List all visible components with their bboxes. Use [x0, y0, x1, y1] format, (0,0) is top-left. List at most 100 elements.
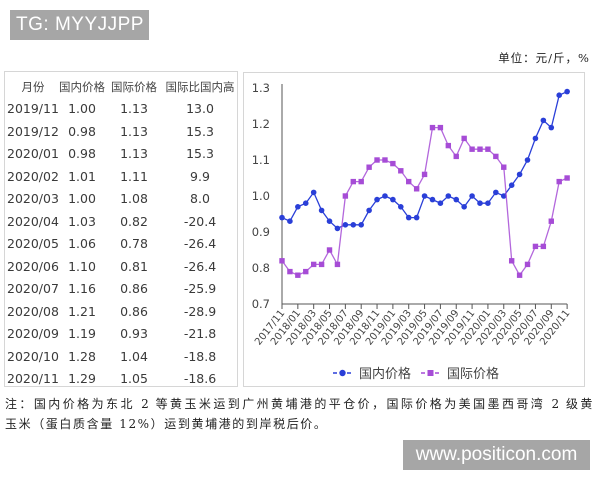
footnote-line-1: 注：国内价格为东北 2 等黄玉米运到广州黄埔港的平仓价，国际价格为美国墨西哥湾 …	[5, 397, 593, 411]
table-row: 2019/11 1.00 1.13 13.0	[5, 99, 237, 119]
cell-month: 2020/11	[7, 371, 59, 386]
data-point	[469, 193, 475, 199]
header-international-price: 国际价格	[111, 80, 157, 94]
data-point	[429, 196, 436, 203]
table-row: 2019/12 0.98 1.13 15.3	[5, 122, 237, 142]
data-point	[413, 214, 420, 221]
data-point	[350, 222, 357, 228]
cell-diff: 8.0	[190, 191, 210, 206]
cell-international-price: 1.11	[120, 168, 148, 184]
cell-month: 2020/02	[7, 168, 59, 184]
table-row: 2020/02 1.01 1.11 9.9	[5, 167, 237, 187]
data-point	[295, 204, 301, 210]
data-point	[310, 261, 317, 268]
cell-month: 2019/12	[7, 123, 59, 139]
watermark-top: TG: MYYJJPP	[10, 10, 149, 40]
data-point	[493, 189, 499, 196]
data-point	[318, 261, 325, 268]
y-tick-label: 1.1	[252, 153, 270, 167]
cell-domestic-price: 1.16	[68, 281, 96, 296]
cell-diff: -18.8	[183, 348, 217, 364]
cell-domestic-price: 1.28	[68, 348, 96, 364]
cell-international-price: 0.93	[120, 326, 148, 341]
data-point	[421, 193, 428, 199]
table-row: 2020/11 1.29 1.05 -18.6	[5, 369, 237, 389]
data-point	[437, 200, 444, 206]
data-point	[398, 168, 404, 174]
table-row: 2020/03 1.00 1.08 8.0	[5, 189, 237, 209]
cell-international-price: 0.78	[120, 236, 148, 251]
data-point	[382, 157, 388, 163]
cell-international-price: 1.13	[120, 123, 148, 139]
data-point	[374, 157, 380, 163]
data-point	[564, 88, 570, 95]
y-tick-label: 1.2	[252, 117, 270, 131]
cell-international-price: 0.86	[120, 303, 148, 319]
cell-diff: 13.0	[186, 101, 214, 116]
table-row: 2020/04 1.03 0.82 -20.4	[5, 212, 237, 232]
y-tick-label: 0.8	[252, 261, 270, 275]
cell-month: 2020/06	[7, 258, 59, 274]
cell-international-price: 1.13	[120, 146, 148, 161]
cell-month: 2020/03	[7, 191, 59, 206]
data-point	[445, 142, 452, 149]
cell-domestic-price: 1.21	[68, 303, 96, 319]
price-table: 月份 国内价格 国际价格 国际比国内高 2019/11 1.00 1.13 13.0 2…	[4, 71, 238, 387]
cell-diff: 9.9	[190, 168, 210, 184]
cell-diff: -21.8	[183, 326, 217, 341]
header-month: 月份	[21, 80, 45, 94]
data-point	[461, 135, 467, 142]
data-point	[516, 171, 523, 178]
data-point	[398, 204, 404, 210]
cell-diff: -28.9	[183, 303, 217, 319]
cell-month: 2020/08	[7, 303, 59, 319]
cell-international-price: 0.82	[120, 213, 148, 229]
table-row: 2020/01 0.98 1.13 15.3	[5, 144, 237, 164]
table-row: 2020/09 1.19 0.93 -21.8	[5, 324, 237, 344]
header-domestic-price: 国内价格	[59, 80, 105, 94]
series-line-domestic	[281, 91, 568, 230]
data-point	[342, 193, 349, 199]
table-row: 2020/08 1.21 0.86 -28.9	[5, 302, 237, 322]
data-point	[524, 157, 531, 163]
data-point	[302, 200, 309, 206]
y-tick-label: 1.0	[252, 189, 270, 203]
cell-domestic-price: 0.98	[68, 146, 96, 161]
data-point	[318, 207, 325, 214]
data-point	[532, 243, 539, 250]
data-point	[548, 124, 555, 131]
cell-diff: -18.6	[183, 371, 217, 386]
cell-month: 2020/05	[7, 236, 59, 251]
legend-label: 国际价格	[447, 366, 499, 382]
data-point	[303, 268, 309, 275]
table-row: 2020/06 1.10 0.81 -26.4	[5, 257, 237, 277]
cell-month: 2020/10	[7, 348, 59, 364]
legend-label: 国内价格	[359, 366, 411, 382]
cell-international-price: 0.81	[120, 258, 148, 274]
cell-international-price: 1.05	[120, 371, 148, 386]
table-row: 2020/07 1.16 0.86 -25.9	[5, 279, 237, 299]
cell-domestic-price: 1.29	[68, 371, 96, 386]
data-point	[477, 200, 483, 206]
cell-domestic-price: 1.19	[68, 326, 96, 341]
cell-international-price: 1.08	[120, 191, 148, 206]
data-point	[390, 196, 396, 203]
y-tick-label: 0.7	[252, 297, 270, 311]
data-point	[508, 182, 515, 188]
data-point	[556, 178, 562, 185]
data-point	[334, 225, 341, 232]
table-row: 2020/10 1.28 1.04 -18.8	[5, 347, 237, 367]
header-diff: 国际比国内高	[165, 80, 235, 94]
data-point	[326, 247, 333, 253]
cell-diff: -25.9	[183, 281, 217, 296]
data-point	[524, 261, 531, 268]
unit-label: 单位：元/斤，%	[498, 51, 590, 65]
cell-international-price: 1.04	[120, 348, 148, 364]
data-point	[366, 164, 372, 170]
data-point	[406, 178, 412, 185]
data-point	[310, 189, 317, 196]
cell-month: 2019/11	[7, 101, 59, 116]
data-point	[493, 153, 499, 160]
data-point	[413, 186, 420, 192]
data-point	[382, 193, 388, 199]
